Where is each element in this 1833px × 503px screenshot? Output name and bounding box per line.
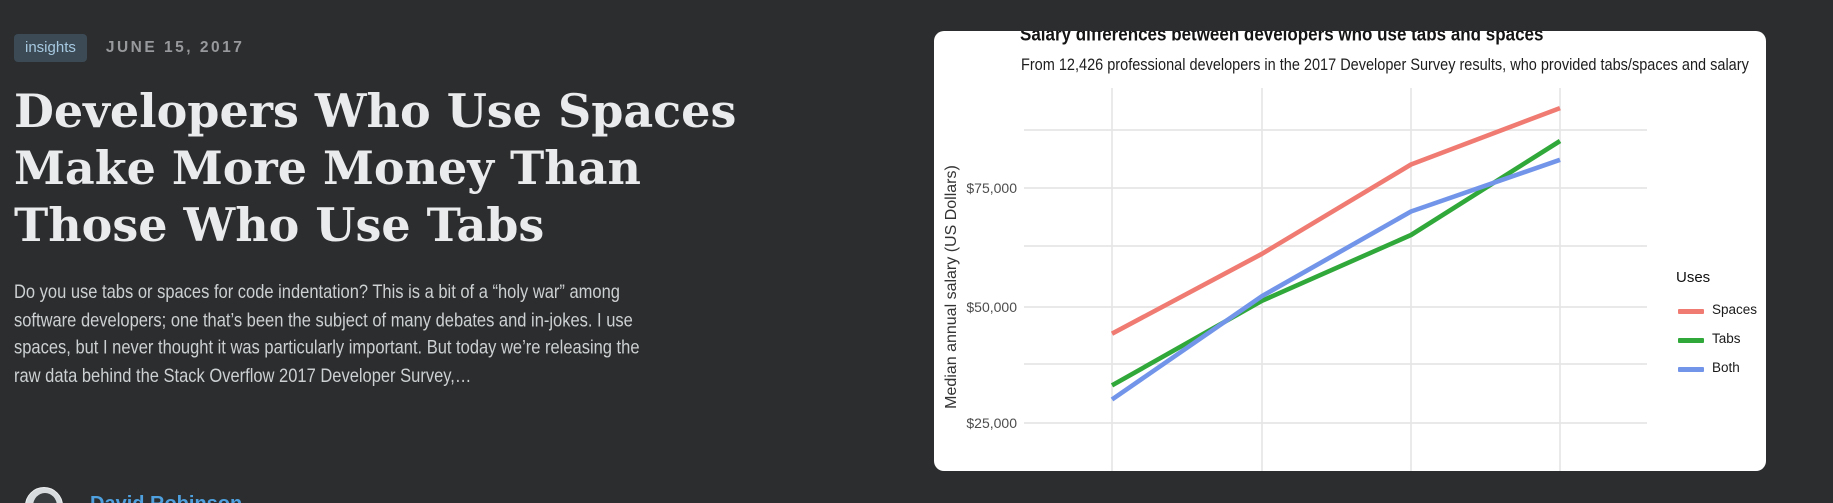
series-line-spaces [1110,105,1561,336]
excerpt-line: Do you use tabs or spaces for code inden… [14,281,620,303]
chart-title: Salary differences between developers wh… [1020,31,1544,45]
post-excerpt: Do you use tabs or spaces for code inden… [14,279,726,391]
author-name[interactable]: David Robinson [90,493,242,503]
legend-swatch-spaces [1678,309,1704,314]
author-avatar[interactable] [25,487,63,503]
plot-area [1024,88,1647,471]
excerpt-line: spaces, but I never thought it was parti… [14,337,640,359]
legend-item-both: Both [1676,357,1764,386]
insights-tag-badge[interactable]: insights [14,33,87,62]
y-axis-title: Median annual salary (US Dollars) [943,165,960,409]
y-tick-50000: $50,000 [966,299,1017,315]
y-tick-75000: $75,000 [966,180,1017,196]
y-tick-25000: $25,000 [966,415,1017,431]
post-summary: insights JUNE 15, 2017 Developers Who Us… [14,33,744,387]
legend-swatch-tabs [1678,338,1704,343]
legend-item-tabs: Tabs [1676,328,1764,357]
chart-legend: Uses Spaces Tabs Both [1676,269,1764,386]
chart-image-card: Salary differences between developers wh… [934,31,1766,471]
legend-label-tabs: Tabs [1712,331,1741,346]
chart-subtitle: From 12,426 professional developers in t… [1021,56,1749,75]
excerpt-line: raw data behind the Stack Overflow 2017 … [14,365,472,387]
post-meta-row: insights JUNE 15, 2017 [14,33,744,62]
legend-label-spaces: Spaces [1712,302,1758,317]
legend-item-spaces: Spaces [1676,299,1764,328]
legend-title: Uses [1676,269,1711,286]
legend-swatch-both [1678,367,1704,372]
legend-label-both: Both [1712,360,1740,375]
series-line-both [1110,157,1561,402]
author-avatar-photo [33,493,57,503]
series-line-tabs [1110,139,1562,388]
post-date: JUNE 15, 2017 [105,38,245,56]
excerpt-line: software developers; one that’s been the… [14,309,633,331]
post-title-link[interactable]: Developers Who Use Spaces Make More Mone… [14,84,737,252]
